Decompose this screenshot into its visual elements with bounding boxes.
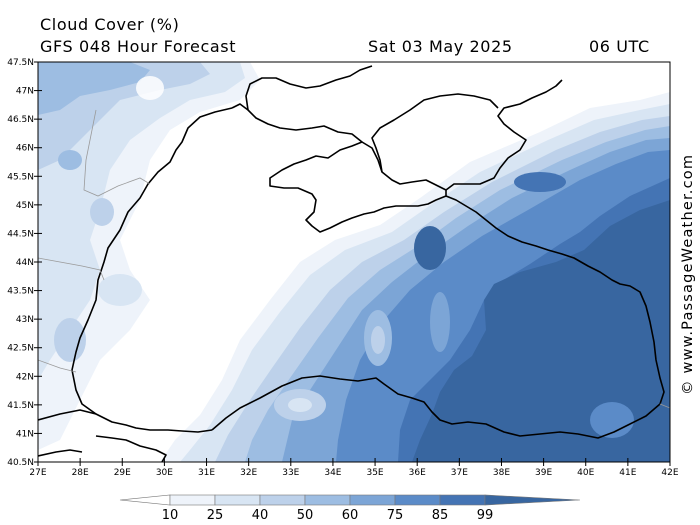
colorbar-box — [394, 494, 441, 506]
nw-cloud-pocket — [98, 274, 142, 306]
lon-label: 39E — [535, 468, 552, 478]
lat-label: 47N — [16, 87, 34, 97]
colorbar-box — [349, 494, 396, 506]
colorbar-boxes — [119, 494, 581, 506]
lat-label: 40.5N — [7, 458, 34, 468]
lon-label: 37E — [451, 468, 468, 478]
nw-cloud-50 — [38, 62, 150, 115]
chart-title: Cloud Cover (%) — [40, 15, 180, 34]
colorbar-label: 85 — [432, 508, 449, 523]
lat-label: 44N — [16, 258, 34, 268]
lon-label: 36E — [409, 468, 426, 478]
lon-label: 30E — [156, 468, 173, 478]
forecast-date: Sat 03 May 2025 — [368, 37, 513, 56]
colorbar-box — [169, 494, 216, 506]
nw-cloud-pocket — [90, 198, 114, 226]
cloud-band-99 — [412, 200, 670, 462]
forecast-subtitle: GFS 048 Hour Forecast — [40, 37, 237, 56]
colorbar-label: 40 — [252, 508, 269, 523]
lon-label: 41E — [619, 468, 636, 478]
lon-label: 33E — [282, 468, 299, 478]
country-borders — [38, 109, 670, 409]
colorbar-box — [214, 494, 261, 506]
lat-label: 43.5N — [7, 287, 34, 297]
cloud-pocket — [590, 402, 634, 438]
cloud-pocket — [514, 172, 566, 192]
lat-label: 42N — [16, 372, 34, 382]
colorbar-label: 75 — [387, 508, 404, 523]
nw-cloud-pocket — [54, 318, 86, 362]
lat-label: 45.5N — [7, 172, 34, 182]
cloud-field — [38, 62, 670, 462]
lat-label: 41N — [16, 429, 34, 439]
colorbar-label: 50 — [297, 508, 314, 523]
lat-label: 45N — [16, 201, 34, 211]
colorbar-label: 25 — [207, 508, 224, 523]
longitude-axis: 27E 28E 29E 30E 31E 32E 33E 34E 35E 36E 37E 38E 39E 4… — [29, 458, 679, 478]
lon-label: 32E — [240, 468, 257, 478]
colorbar-box — [259, 494, 306, 506]
nw-cloud-pocket — [136, 76, 164, 100]
credit-text: © www.PassageWeather.com — [680, 153, 696, 395]
colorbar-legend: 10 25 40 50 60 75 85 99 — [119, 494, 581, 523]
lon-label: 29E — [114, 468, 131, 478]
colorbar-labels: 10 25 40 50 60 75 85 99 — [162, 508, 494, 523]
lon-label: 40E — [577, 468, 594, 478]
lat-label: 47.5N — [7, 58, 34, 68]
colorbar-box — [304, 494, 351, 506]
lat-label: 46.5N — [7, 115, 34, 125]
coastline — [38, 65, 665, 462]
lat-label: 43N — [16, 315, 34, 325]
lon-label: 28E — [72, 468, 89, 478]
lat-label: 44.5N — [7, 229, 34, 239]
lon-label: 42E — [661, 468, 678, 478]
colorbar-min-arrow — [119, 494, 171, 506]
lon-label: 31E — [198, 468, 215, 478]
colorbar-label: 10 — [162, 508, 179, 523]
cloud-pocket — [430, 292, 450, 352]
latitude-axis: 47.5N 47N 46.5N 46N 45.5N 45N 44.5N 44N 43.5N 43N… — [7, 58, 42, 468]
nw-cloud-pocket — [58, 150, 82, 170]
lon-label: 38E — [493, 468, 510, 478]
colorbar-label: 60 — [342, 508, 359, 523]
lat-label: 42.5N — [7, 344, 34, 354]
colorbar-label: 99 — [477, 508, 494, 523]
lon-label: 34E — [324, 468, 341, 478]
colorbar-box — [439, 494, 486, 506]
credit-watermark: © www.PassageWeather.com — [680, 154, 700, 415]
lat-label: 41.5N — [7, 401, 34, 411]
colorbar-max-arrow — [484, 494, 581, 506]
cloud-pocket — [288, 398, 312, 412]
lon-label: 35E — [366, 468, 383, 478]
forecast-time: 06 UTC — [589, 37, 650, 56]
lat-label: 46N — [16, 144, 34, 154]
cloud-pocket — [371, 326, 385, 354]
cloud-pocket — [414, 226, 446, 270]
lon-label: 27E — [29, 468, 46, 478]
